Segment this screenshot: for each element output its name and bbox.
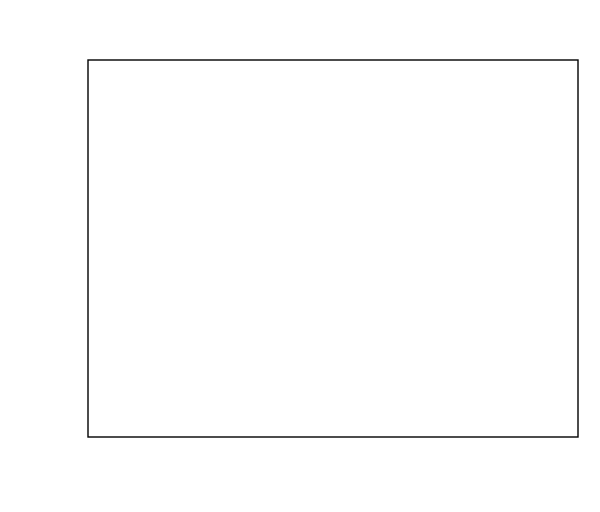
plot-frame [87,59,579,438]
